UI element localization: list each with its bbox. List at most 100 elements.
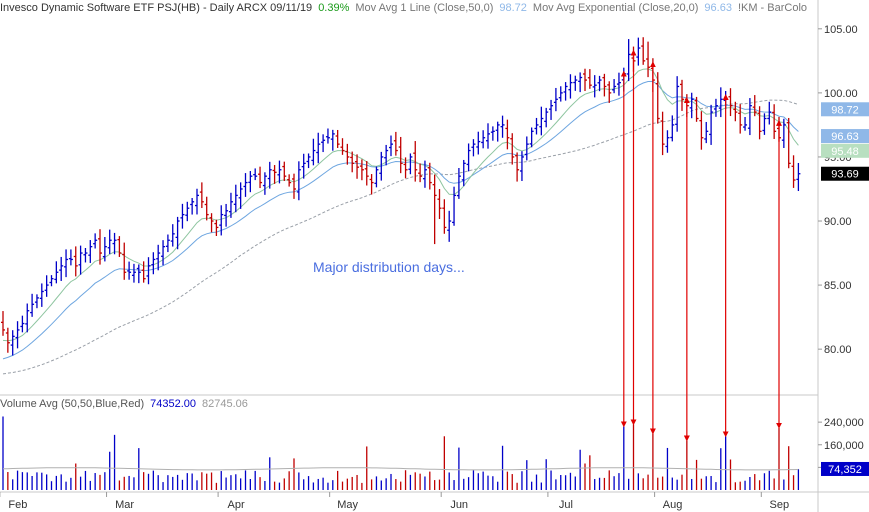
price-bar [282,161,287,181]
price-bar [442,199,447,234]
volume-avg-value: 82745.06 [202,398,248,410]
price-bar [258,166,263,189]
price-bar [718,87,723,118]
price-bar [544,107,549,128]
price-tag-label: 95.48 [831,146,859,158]
price-bar [219,205,224,236]
price-bar [359,159,364,181]
price-bar [481,130,486,149]
price-bar [757,106,762,140]
price-bar [209,213,214,233]
price-bar [175,216,180,250]
price-bar [578,72,583,93]
price-bar [403,157,408,179]
price-bar [93,233,98,249]
price-bar [30,293,35,317]
volume-value: 74352.00 [150,398,197,410]
price-bar [277,160,282,184]
price-bar [199,182,204,209]
price-bar [587,69,592,89]
price-bar [781,118,786,149]
price-bar [689,92,694,119]
price-bar [408,153,413,175]
price-bar [195,188,199,215]
price-bar [170,224,175,247]
volume-bars [2,416,800,490]
price-bar [767,101,772,125]
price-bar [311,138,316,166]
price-bar [655,72,660,124]
price-bar [437,189,442,220]
price-bar [233,184,238,213]
price-bar [413,141,418,182]
price-bar [340,138,345,155]
price-bar [612,79,617,94]
price-bar [583,68,587,92]
price-bar [287,174,292,187]
date-tick-label: Feb [8,499,27,511]
price-bar [680,79,684,111]
volume-average-line [2,467,799,471]
ema-label: Mov Avg Exponential (Close,20,0) [532,2,699,14]
price-bar [733,101,738,122]
price-bar [665,130,670,153]
price-bar [786,117,791,169]
price-bar [107,229,112,255]
price-bar [180,203,185,229]
price-bar [641,37,646,65]
price-bar [553,87,558,112]
price-bar [432,174,437,245]
price-axis: 105.00100.0095.0090.0085.0080.00240,0001… [818,24,864,474]
date-tick-label: May [337,499,358,511]
price-bar [796,162,801,192]
price-bar [374,166,379,188]
price-bar [355,154,360,179]
change-value: 0.39% [318,2,350,14]
price-bar [471,139,476,157]
price-bar [39,283,44,307]
price-bar [490,126,495,141]
price-bars [1,37,801,356]
price-bar [238,182,243,209]
price-bar [461,159,466,187]
value-tags: 98.72 96.63 95.48 93.69 74,352 [821,102,869,476]
price-bar [345,143,350,165]
price-bar [529,127,534,148]
price-bar [253,168,258,181]
price-bar [262,172,267,195]
price-bar [146,257,151,285]
price-bar [98,229,102,265]
price-bar [379,151,384,181]
price-tick-label: 100.00 [824,88,858,100]
price-bar [563,82,568,101]
price-bar [646,41,651,78]
price-tag [821,129,869,144]
exponential-moving-average-line [2,68,799,342]
price-tag-label: 98.72 [831,104,859,116]
price-bar [476,131,481,155]
price-bar [59,256,64,281]
price-bar [738,104,743,134]
price-bar [25,303,30,333]
price-bar [78,245,83,275]
price-bar [452,186,457,226]
date-tick-label: Aug [663,499,683,511]
price-bar [466,143,471,172]
price-bar [607,81,612,103]
price-bar [515,152,520,182]
price-bar [5,327,10,353]
price-bar [534,117,539,135]
price-bar [117,236,122,257]
date-axis: Feb Mar Apr May Jun Jul Aug Sep [0,492,789,511]
price-bar [296,161,301,201]
price-bar [747,98,752,136]
price-bar [321,134,326,153]
price-tick-label: 90.00 [824,216,852,228]
moving-average-line [2,80,799,360]
price-bar [292,173,296,199]
price-bar [752,95,757,117]
price-bar [248,171,253,193]
price-bar [64,249,69,278]
price-bar [393,131,398,156]
